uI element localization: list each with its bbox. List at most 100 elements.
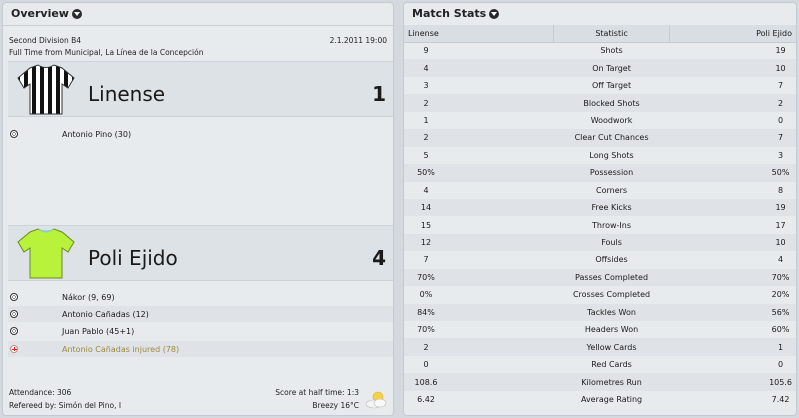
home-shirt-icon: [17, 64, 75, 115]
away-stat-value: 70%: [669, 268, 796, 287]
venue-line: Full Time from Municipal, La Línea de la…: [9, 48, 204, 57]
match-stats-table: Linense Statistic Poli Ejido 9 Shots 19 4 On…: [404, 25, 796, 408]
away-stat-value: 3: [778, 150, 784, 160]
stat-label: Possession: [553, 164, 670, 182]
away-shirt-icon: [17, 228, 75, 279]
stats-table-body: 9 Shots 19 4 On Target 10 3 Off Target 7 2 Blocked…: [404, 42, 796, 408]
table-row: 6.42 Average Rating 7.42: [404, 391, 796, 408]
half-time-score: Score at half time: 1:3: [275, 388, 359, 397]
stat-label: Headers Won: [584, 325, 639, 335]
match-stats-header[interactable]: Match Stats: [412, 7, 500, 20]
away-stat-value: 8: [778, 185, 784, 195]
attendance: Attendance: 306: [9, 388, 72, 397]
home-stat-value: 4: [404, 59, 554, 77]
away-stat-value: 4: [778, 255, 784, 265]
home-team-band[interactable]: Linense 1: [8, 61, 393, 117]
home-stat-value: 5: [423, 150, 429, 160]
event-text[interactable]: Antonio Cañadas injured (78): [62, 344, 180, 354]
sun-cloud-icon: [365, 391, 387, 409]
home-stat-value: 0: [423, 360, 429, 370]
away-stat-value: 105.6: [669, 373, 796, 391]
table-row: 1 Woodwork 0: [404, 112, 796, 129]
away-team-band[interactable]: Poli Ejido 4: [8, 225, 393, 281]
event-text[interactable]: Nákor (9, 69): [62, 292, 115, 302]
column-header-away[interactable]: Poli Ejido: [669, 25, 796, 43]
stat-label: Free Kicks: [553, 198, 670, 217]
table-row: 70% Passes Completed 70%: [404, 268, 796, 287]
injury-icon: [10, 345, 18, 353]
match-stats-title: Match Stats: [412, 7, 487, 20]
stat-label: Corners: [596, 185, 628, 195]
away-stat-value: 56%: [669, 303, 796, 321]
home-stat-value: 2: [404, 338, 554, 356]
overview-panel: Overview Second Division B4 2.1.2011 19:…: [2, 2, 394, 416]
table-row: 2 Clear Cut Chances 7: [404, 129, 796, 147]
table-row: 4 Corners 8: [404, 182, 796, 199]
table-header-row: Linense Statistic Poli Ejido: [404, 25, 796, 43]
event-text[interactable]: Juan Pablo (45+1): [62, 326, 135, 336]
event-text[interactable]: Antonio Cañadas (12): [62, 309, 149, 319]
home-stat-value: 7: [423, 255, 429, 265]
stat-label: Kilometres Run: [553, 373, 670, 391]
table-row: 7 Offsides 4: [404, 251, 796, 268]
match-stats-panel: Match Stats Linense Statistic Poli Ejido…: [403, 2, 797, 416]
overview-header[interactable]: Overview: [11, 7, 82, 20]
stat-label: Fouls: [553, 233, 670, 252]
home-stat-value: 6.42: [417, 394, 435, 404]
away-score: 4: [372, 246, 386, 270]
home-stat-value: 0%: [419, 290, 433, 300]
column-header-statistic[interactable]: Statistic: [553, 25, 670, 43]
ball-icon: [10, 327, 18, 335]
away-stat-value: 60%: [771, 325, 790, 335]
stat-label: On Target: [553, 59, 670, 77]
home-stat-value: 4: [423, 185, 429, 195]
stat-label: Shots: [600, 46, 623, 56]
table-row: 4 On Target 10: [404, 59, 796, 77]
referee[interactable]: Refereed by: Simón del Pino, I: [9, 401, 122, 410]
ball-icon: [10, 293, 18, 301]
home-stat-value: 70%: [417, 325, 435, 335]
stat-label: Off Target: [591, 81, 632, 91]
home-stat-value: 9: [423, 46, 429, 56]
away-stat-value: 20%: [771, 290, 790, 300]
away-event-row: Juan Pablo (45+1): [8, 323, 393, 339]
away-stat-value: 10: [669, 59, 796, 77]
stat-label: Clear Cut Chances: [553, 129, 670, 147]
weather-text: Breezy 16°C: [312, 401, 359, 410]
chevron-down-icon[interactable]: [71, 8, 82, 19]
home-stat-value: 15: [420, 220, 432, 230]
away-stat-value: 2: [669, 94, 796, 112]
away-event-row: Antonio Cañadas injured (78): [8, 341, 393, 357]
home-stat-value: 3: [423, 81, 429, 91]
table-row: 12 Fouls 10: [404, 233, 796, 252]
overview-title: Overview: [11, 7, 69, 20]
match-datetime: 2.1.2011 19:00: [329, 36, 387, 45]
table-row: 0% Crosses Completed 20%: [404, 286, 796, 303]
home-score: 1: [372, 82, 386, 106]
home-team-name[interactable]: Linense: [88, 82, 166, 106]
table-row: 9 Shots 19: [404, 42, 796, 59]
away-stat-value: 17: [775, 220, 786, 230]
home-stat-value: 1: [423, 115, 429, 125]
stat-label: Offsides: [595, 255, 628, 265]
chevron-down-icon[interactable]: [489, 8, 500, 19]
home-stat-value: 12: [404, 233, 554, 252]
home-stat-value: 108.6: [404, 373, 554, 391]
away-stat-value: 0: [778, 115, 784, 125]
column-header-home[interactable]: Linense: [404, 25, 555, 43]
stat-label: Yellow Cards: [553, 338, 670, 356]
away-event-row: Antonio Cañadas (12): [8, 306, 393, 322]
away-stat-value: 0: [778, 360, 784, 370]
away-stat-value: 1: [669, 338, 796, 356]
table-row: 2 Yellow Cards 1: [404, 338, 796, 356]
stat-label: Crosses Completed: [572, 290, 651, 300]
away-stat-value: 19: [775, 46, 786, 56]
away-team-name[interactable]: Poli Ejido: [88, 246, 178, 270]
event-text[interactable]: Antonio Pino (30): [62, 129, 132, 139]
away-stat-value: 7.42: [771, 394, 790, 404]
home-stat-value: 70%: [404, 268, 554, 287]
stat-label: Throw-Ins: [592, 220, 632, 230]
table-row: 3 Off Target 7: [404, 77, 796, 94]
away-event-row: Nákor (9, 69): [8, 289, 393, 305]
table-row: 0 Red Cards 0: [404, 356, 796, 373]
